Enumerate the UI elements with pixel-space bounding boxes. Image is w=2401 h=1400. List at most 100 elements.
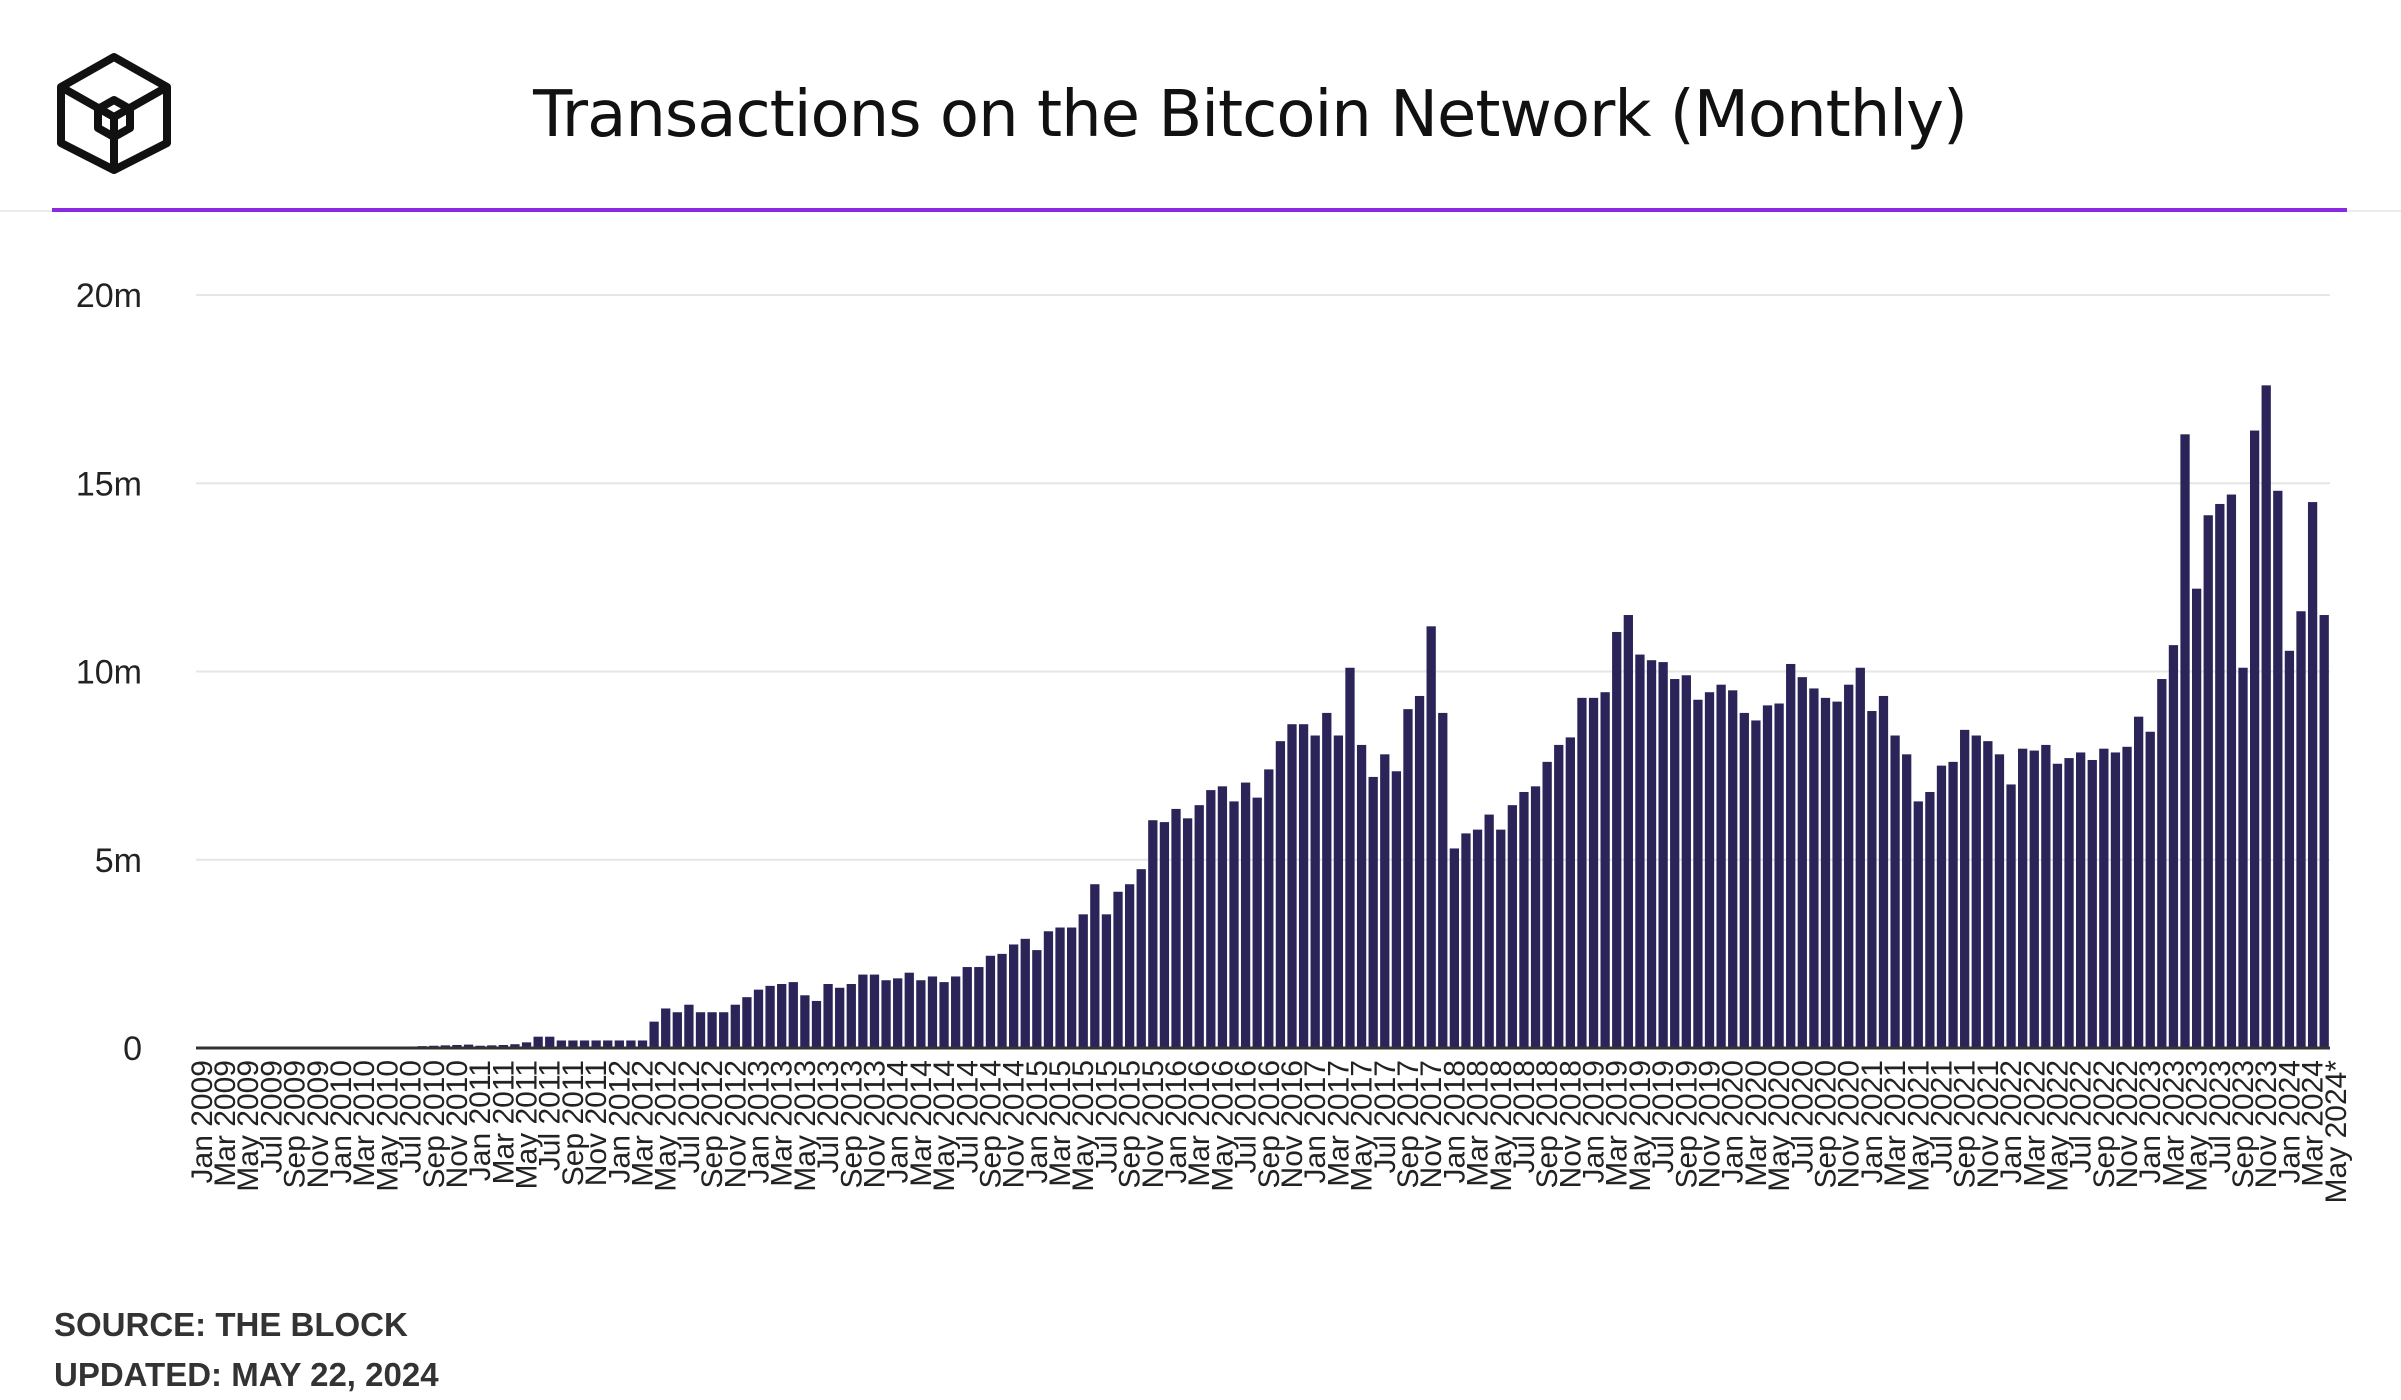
x-tick-label: Jan 2010 (325, 1060, 358, 1183)
bar (521, 1042, 532, 1048)
x-tick-label: Sep 2018 (1531, 1060, 1564, 1188)
x-tick-label: May 2009 (232, 1060, 265, 1192)
x-tick-label: Sep 2010 (418, 1060, 451, 1188)
bar (2226, 494, 2237, 1048)
x-tick-label: Nov 2018 (1554, 1060, 1587, 1188)
x-tick-label: Mar 2011 (487, 1060, 520, 1185)
bar (1507, 805, 1517, 1048)
source-note: SOURCE: THE BLOCK (54, 1306, 408, 1343)
x-tick-label: Jan 2011 (464, 1060, 497, 1181)
x-tick-label: Nov 2009 (302, 1060, 335, 1188)
bar (985, 955, 996, 1048)
bar (1461, 833, 1471, 1048)
bar (2029, 750, 2039, 1048)
bar (2180, 434, 2190, 1048)
x-tick-label: May 2023 (2181, 1060, 2214, 1192)
bar (1635, 654, 1645, 1048)
x-tick-label: May 2024* (2320, 1060, 2353, 1204)
bar (591, 1040, 601, 1048)
bar (1217, 786, 1228, 1048)
bar (533, 1036, 543, 1048)
bar (1043, 931, 1054, 1048)
x-tick-label: Jul 2010 (395, 1060, 428, 1173)
bar (1298, 724, 1309, 1048)
bar (1356, 744, 1367, 1048)
bar (1716, 684, 1726, 1048)
bar (2110, 752, 2121, 1048)
bar (1646, 660, 1657, 1048)
bar (881, 980, 891, 1048)
bar (2122, 746, 2132, 1048)
bar (1948, 761, 1958, 1048)
y-tick-label: 10m (76, 654, 142, 692)
bar (1333, 735, 1344, 1048)
bar (1983, 741, 1993, 1048)
x-tick-label: Mar 2024 (2297, 1060, 2330, 1187)
x-tick-label: Nov 2012 (719, 1060, 752, 1188)
x-tick-label: Jan 2009 (186, 1060, 219, 1183)
bar (1739, 712, 1749, 1048)
x-tick-label: Mar 2015 (1044, 1060, 1077, 1187)
x-tick-label: Nov 2013 (858, 1060, 891, 1188)
x-tick-label: Jul 2020 (1786, 1060, 1819, 1173)
bar (1229, 801, 1239, 1048)
bar (2203, 515, 2213, 1048)
bar (1751, 720, 1761, 1048)
x-tick-label: Sep 2012 (696, 1060, 729, 1188)
bar (1786, 663, 1796, 1048)
x-tick-label: Jul 2018 (1508, 1060, 1541, 1173)
bar (684, 1004, 694, 1048)
bar (1530, 786, 1541, 1048)
bar (556, 1040, 566, 1048)
x-tick-label: Jan 2021 (1856, 1060, 1889, 1183)
bar (1844, 684, 1854, 1048)
bar (823, 984, 833, 1048)
bar (1264, 769, 1274, 1048)
x-tick-label: Mar 2010 (348, 1060, 381, 1187)
bar (2052, 763, 2063, 1048)
bar (1878, 695, 1889, 1048)
bar (800, 995, 810, 1048)
x-tick-label: Nov 2014 (998, 1060, 1031, 1188)
bar (1380, 754, 1390, 1048)
bar (2018, 748, 2028, 1048)
bar (997, 953, 1007, 1049)
bar (2087, 759, 2097, 1048)
bar (1252, 797, 1262, 1048)
x-tick-label: Nov 2010 (441, 1060, 474, 1188)
x-tick-label: Mar 2019 (1601, 1060, 1634, 1187)
x-tick-label: Sep 2013 (835, 1060, 868, 1188)
x-tick-label: May 2021 (1902, 1060, 1935, 1192)
bar (2168, 645, 2179, 1048)
x-tick-label: May 2022 (2041, 1060, 2074, 1192)
x-tick-label: Sep 2020 (1809, 1060, 1842, 1188)
bar (1055, 927, 1065, 1048)
x-tick-label: Mar 2009 (209, 1060, 242, 1187)
bar (1809, 688, 1819, 1048)
x-tick-label: Jul 2019 (1647, 1060, 1680, 1173)
bar (1658, 662, 1668, 1048)
y-tick-label: 0 (123, 1030, 142, 1068)
y-axis-labels: 0 5m 10m 15m 20m (76, 277, 142, 1068)
x-tick-label: Mar 2013 (766, 1060, 799, 1187)
bar (603, 1040, 613, 1048)
bar (1090, 884, 1100, 1048)
bar (753, 989, 764, 1048)
bar (1067, 927, 1077, 1048)
x-tick-label: Jan 2018 (1438, 1060, 1471, 1183)
bar (742, 997, 752, 1048)
x-tick-label: Jul 2012 (673, 1060, 706, 1173)
bar (1936, 765, 1947, 1049)
bar (1078, 914, 1088, 1048)
bar (811, 1000, 822, 1048)
bar (2249, 430, 2260, 1048)
bar (730, 1004, 740, 1048)
accent-divider (52, 208, 2347, 212)
bar (835, 987, 845, 1048)
bar (2006, 784, 2016, 1048)
bar (1890, 735, 1900, 1048)
bar (1032, 950, 1042, 1048)
x-tick-label: Mar 2020 (1740, 1060, 1773, 1187)
x-tick-label: May 2016 (1206, 1060, 1239, 1192)
bar (1670, 679, 1680, 1048)
